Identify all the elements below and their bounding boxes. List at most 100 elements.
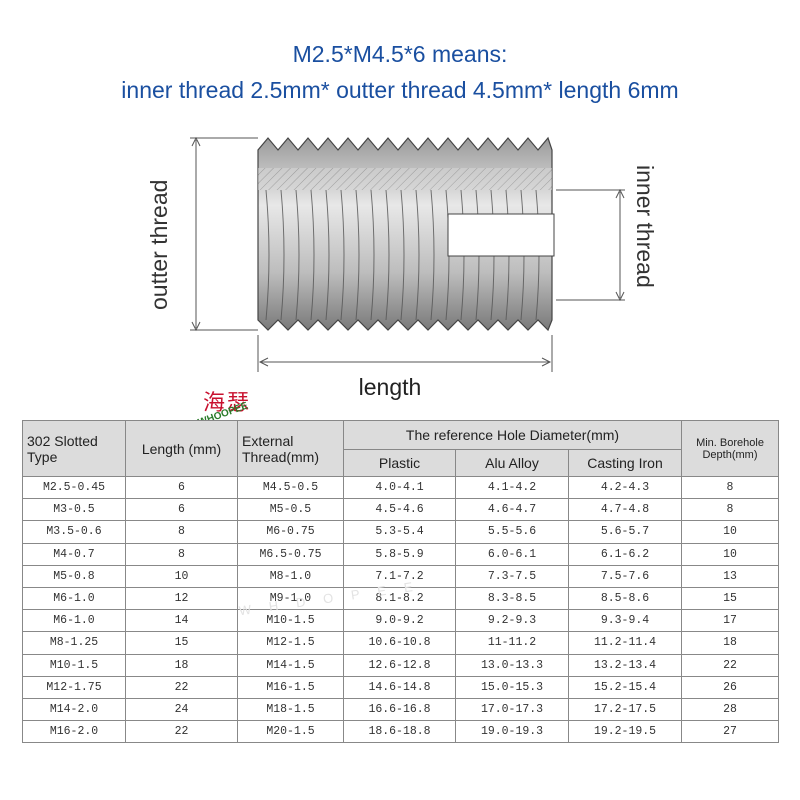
table-cell: M5-0.8 bbox=[22, 564, 126, 588]
section-hatch bbox=[258, 168, 552, 190]
brand-logo: 海瑟 WHOOPEE bbox=[197, 385, 259, 445]
col-external-header: External Thread(mm) bbox=[237, 420, 344, 477]
table-cell: 10 bbox=[681, 520, 779, 544]
table-cell: 5.8-5.9 bbox=[343, 542, 456, 566]
thread-lines bbox=[265, 189, 540, 321]
table-cell: M9-1.0 bbox=[237, 586, 344, 611]
table-cell: 28 bbox=[681, 697, 779, 722]
table-cell: M4-0.7 bbox=[22, 542, 126, 566]
table-cell: 10.6-10.8 bbox=[343, 631, 456, 655]
table-row: M5-0.8 10 M8-1.0 7.1-7.2 7.3-7.5 7.5-7.6 13 bbox=[22, 564, 779, 588]
table-cell: 19.0-19.3 bbox=[455, 720, 569, 744]
table-cell: 15 bbox=[681, 586, 779, 611]
table-cell: M2.5-0.45 bbox=[22, 475, 126, 500]
table-cell: M8-1.25 bbox=[22, 631, 126, 655]
col-hole-diameter-header: The reference Hole Diameter(mm) bbox=[343, 420, 682, 450]
table-cell: 11-11.2 bbox=[455, 631, 569, 655]
table-cell: 10 bbox=[125, 564, 238, 588]
table-row: M3.5-0.6 8 M6-0.75 5.3-5.4 5.5-5.6 5.6-5.7 10 bbox=[22, 520, 779, 544]
table-cell: M8-1.0 bbox=[237, 564, 344, 588]
table-cell: 27 bbox=[681, 720, 779, 744]
table-cell: 5.5-5.6 bbox=[455, 520, 569, 544]
table-cell: 12 bbox=[125, 586, 238, 611]
slot bbox=[447, 213, 555, 257]
table-cell: 6 bbox=[125, 475, 238, 500]
table-cell: M12-1.5 bbox=[237, 631, 344, 655]
col-type-header: 302 Slotted Type bbox=[22, 420, 126, 477]
table-cell: M6-1.0 bbox=[22, 586, 126, 611]
table-cell: 12.6-12.8 bbox=[343, 653, 456, 677]
table-cell: 7.3-7.5 bbox=[455, 564, 569, 588]
table-cell: 15 bbox=[125, 631, 238, 655]
table-cell: 4.2-4.3 bbox=[568, 475, 682, 500]
table-cell: 18.6-18.8 bbox=[343, 720, 456, 744]
table-row: M2.5-0.45 6 M4.5-0.5 4.0-4.1 4.1-4.2 4.2-4.3 8 bbox=[22, 475, 779, 500]
table-cell: 4.5-4.6 bbox=[343, 498, 456, 522]
table-cell: 19.2-19.5 bbox=[568, 720, 682, 744]
outter-thread-label: outter thread bbox=[146, 179, 172, 310]
table-cell: 16.6-16.8 bbox=[343, 697, 456, 722]
table-cell: 13 bbox=[681, 564, 779, 588]
table-cell: 9.0-9.2 bbox=[343, 609, 456, 633]
table-cell: M14-1.5 bbox=[237, 653, 344, 677]
table-cell: M4.5-0.5 bbox=[237, 475, 344, 500]
table-cell: 5.3-5.4 bbox=[343, 520, 456, 544]
table-cell: M6-0.75 bbox=[237, 520, 344, 544]
col-plastic-header: Plastic bbox=[343, 449, 456, 477]
table-cell: M5-0.5 bbox=[237, 498, 344, 522]
table-cell: 13.0-13.3 bbox=[455, 653, 569, 677]
table-cell: 8.3-8.5 bbox=[455, 586, 569, 611]
table-row: M16-2.0 22 M20-1.5 18.6-18.8 19.0-19.3 19.2-1… bbox=[22, 720, 779, 744]
table-cell: 22 bbox=[681, 653, 779, 677]
table-cell: M20-1.5 bbox=[237, 720, 344, 744]
table-cell: 5.6-5.7 bbox=[568, 520, 682, 544]
table-cell: 22 bbox=[125, 675, 238, 699]
table-row: M4-0.7 8 M6.5-0.75 5.8-5.9 6.0-6.1 6.1-6.2 10 bbox=[22, 542, 779, 566]
table-cell: 4.6-4.7 bbox=[455, 498, 569, 522]
table-cell: M3.5-0.6 bbox=[22, 520, 126, 544]
table-cell: 17.0-17.3 bbox=[455, 697, 569, 722]
table-cell: 9.2-9.3 bbox=[455, 609, 569, 633]
table-cell: 8 bbox=[681, 475, 779, 500]
table-cell: M6.5-0.75 bbox=[237, 542, 344, 566]
table-cell: 17 bbox=[681, 609, 779, 633]
table-cell: 8.1-8.2 bbox=[343, 586, 456, 611]
table-row: M10-1.5 18 M14-1.5 12.6-12.8 13.0-13.3 13.2-1… bbox=[22, 653, 779, 677]
table-cell: 6.0-6.1 bbox=[455, 542, 569, 566]
table-cell: 18 bbox=[125, 653, 238, 677]
table-cell: M10-1.5 bbox=[237, 609, 344, 633]
table-cell: 15.2-15.4 bbox=[568, 675, 682, 699]
header-line-2: inner thread 2.5mm* outter thread 4.5mm*… bbox=[121, 77, 679, 103]
col-borehole-header: Min. Borehole Depth(mm) bbox=[681, 420, 779, 477]
col-length-header: Length (mm) bbox=[125, 420, 238, 477]
table-cell: 10 bbox=[681, 542, 779, 566]
table-row: M12-1.75 22 M16-1.5 14.6-14.8 15.0-15.3 15.2-… bbox=[22, 675, 779, 699]
table-cell: 8 bbox=[125, 542, 238, 566]
logo-cn-text: 海瑟 bbox=[203, 391, 252, 416]
table-row: M3-0.5 6 M5-0.5 4.5-4.6 4.6-4.7 4.7-4.8 8 bbox=[22, 498, 779, 522]
table-cell: M18-1.5 bbox=[237, 697, 344, 722]
table-cell: 4.7-4.8 bbox=[568, 498, 682, 522]
table-cell: 4.1-4.2 bbox=[455, 475, 569, 500]
table-cell: 22 bbox=[125, 720, 238, 744]
header-line-1: M2.5*M4.5*6 means: bbox=[292, 41, 508, 67]
table-cell: M10-1.5 bbox=[22, 653, 126, 677]
table-cell: 9.3-9.4 bbox=[568, 609, 682, 633]
table-cell: 24 bbox=[125, 697, 238, 722]
table-cell: 7.5-7.6 bbox=[568, 564, 682, 588]
thread-insert-diagram bbox=[190, 136, 625, 372]
table-cell: 13.2-13.4 bbox=[568, 653, 682, 677]
table-cell: M12-1.75 bbox=[22, 675, 126, 699]
table-cell: M3-0.5 bbox=[22, 498, 126, 522]
table-cell: M6-1.0 bbox=[22, 609, 126, 633]
table-cell: M14-2.0 bbox=[22, 697, 126, 722]
table-row: M8-1.25 15 M12-1.5 10.6-10.8 11-11.2 11.2-11.… bbox=[22, 631, 779, 655]
table-cell: 8.5-8.6 bbox=[568, 586, 682, 611]
table-cell: 8 bbox=[125, 520, 238, 544]
col-iron-header: Casting Iron bbox=[568, 449, 682, 477]
spec-table: 302 Slotted Type Length (mm) External Th… bbox=[22, 420, 779, 744]
table-cell: 8 bbox=[681, 498, 779, 522]
table-cell: 6.1-6.2 bbox=[568, 542, 682, 566]
table-cell: 14 bbox=[125, 609, 238, 633]
table-cell: M16-1.5 bbox=[237, 675, 344, 699]
